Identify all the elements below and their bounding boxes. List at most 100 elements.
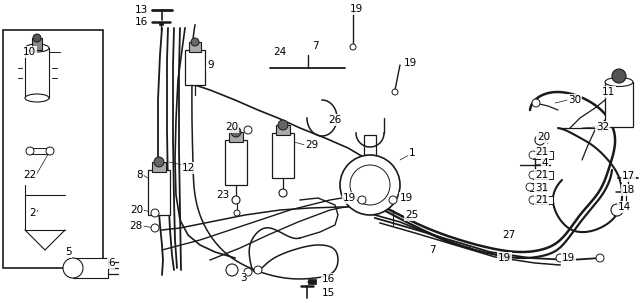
- Circle shape: [596, 254, 604, 262]
- Bar: [189, 42, 201, 52]
- Text: 25: 25: [405, 210, 419, 220]
- Circle shape: [529, 171, 537, 179]
- Text: 3: 3: [240, 273, 246, 283]
- Text: 21: 21: [535, 170, 548, 180]
- Bar: [225, 140, 247, 185]
- Circle shape: [154, 157, 164, 167]
- Bar: [185, 50, 205, 85]
- Bar: [229, 132, 243, 142]
- Text: 15: 15: [322, 288, 335, 298]
- Bar: [530, 183, 546, 191]
- Text: 20: 20: [130, 205, 143, 215]
- Text: 6: 6: [108, 258, 115, 268]
- Bar: [73, 258, 108, 278]
- Bar: [533, 196, 553, 204]
- Text: 18: 18: [622, 185, 636, 195]
- Ellipse shape: [25, 94, 49, 102]
- Text: 19: 19: [343, 193, 356, 203]
- Circle shape: [529, 196, 537, 204]
- Circle shape: [278, 120, 288, 130]
- Text: 21: 21: [536, 147, 549, 157]
- Bar: [533, 171, 553, 179]
- Bar: [159, 22, 163, 25]
- Text: 14: 14: [618, 202, 631, 212]
- Circle shape: [279, 189, 287, 197]
- Text: 19: 19: [404, 58, 417, 68]
- Circle shape: [597, 125, 603, 131]
- Bar: [152, 162, 166, 172]
- Circle shape: [151, 209, 159, 217]
- Text: 29: 29: [305, 140, 318, 150]
- Text: 32: 32: [596, 122, 609, 132]
- Text: 19: 19: [400, 193, 413, 203]
- Text: 4: 4: [541, 158, 548, 168]
- Bar: [30, 148, 50, 154]
- Text: 1: 1: [409, 148, 415, 158]
- Text: 31: 31: [535, 183, 548, 193]
- Circle shape: [244, 126, 252, 134]
- Circle shape: [46, 147, 54, 155]
- Text: 20: 20: [225, 122, 238, 132]
- Circle shape: [63, 258, 83, 278]
- Text: 30: 30: [568, 95, 581, 105]
- Bar: [25, 48, 49, 98]
- Circle shape: [532, 99, 540, 107]
- Ellipse shape: [25, 44, 49, 52]
- Ellipse shape: [605, 78, 633, 86]
- Circle shape: [535, 135, 545, 145]
- Text: 20: 20: [537, 132, 550, 142]
- Text: 23: 23: [216, 190, 230, 200]
- Circle shape: [350, 44, 356, 50]
- Circle shape: [232, 196, 240, 204]
- Circle shape: [226, 264, 238, 276]
- Circle shape: [358, 196, 366, 204]
- Text: 16: 16: [135, 17, 148, 27]
- Text: 5: 5: [65, 247, 71, 257]
- Text: 19: 19: [562, 253, 575, 263]
- Bar: [308, 279, 316, 284]
- Text: 28: 28: [130, 221, 143, 231]
- Text: 27: 27: [502, 230, 515, 240]
- Text: 22: 22: [23, 170, 36, 180]
- Bar: [32, 38, 42, 50]
- Circle shape: [231, 127, 241, 137]
- Text: 24: 24: [273, 47, 287, 57]
- Circle shape: [526, 183, 534, 191]
- Circle shape: [611, 204, 623, 216]
- Text: 7: 7: [429, 245, 435, 255]
- Text: 21: 21: [535, 195, 548, 205]
- Circle shape: [151, 224, 159, 232]
- Text: 2: 2: [29, 208, 36, 218]
- Text: 7: 7: [312, 41, 318, 51]
- Text: 19: 19: [349, 4, 363, 14]
- Text: 9: 9: [207, 60, 214, 70]
- Circle shape: [234, 210, 240, 216]
- Circle shape: [389, 196, 397, 204]
- Circle shape: [26, 147, 34, 155]
- Text: 16: 16: [322, 274, 335, 284]
- Bar: [276, 125, 290, 135]
- Text: 11: 11: [602, 87, 615, 97]
- Circle shape: [191, 38, 199, 46]
- Text: 17: 17: [622, 171, 636, 181]
- Circle shape: [556, 254, 564, 262]
- Circle shape: [350, 165, 390, 205]
- Bar: [3, 30, 103, 268]
- Bar: [605, 82, 633, 127]
- Circle shape: [33, 34, 41, 42]
- Bar: [533, 151, 553, 159]
- Circle shape: [244, 268, 252, 276]
- Circle shape: [392, 89, 398, 95]
- Circle shape: [254, 266, 262, 274]
- Text: 26: 26: [328, 115, 341, 125]
- Bar: [148, 170, 170, 215]
- Text: 10: 10: [23, 47, 36, 57]
- Text: 13: 13: [135, 5, 148, 15]
- Circle shape: [340, 155, 400, 215]
- Circle shape: [529, 151, 537, 159]
- Circle shape: [612, 69, 626, 83]
- Text: 19: 19: [498, 253, 511, 263]
- Text: 8: 8: [136, 170, 143, 180]
- Bar: [364, 135, 376, 177]
- Bar: [272, 133, 294, 178]
